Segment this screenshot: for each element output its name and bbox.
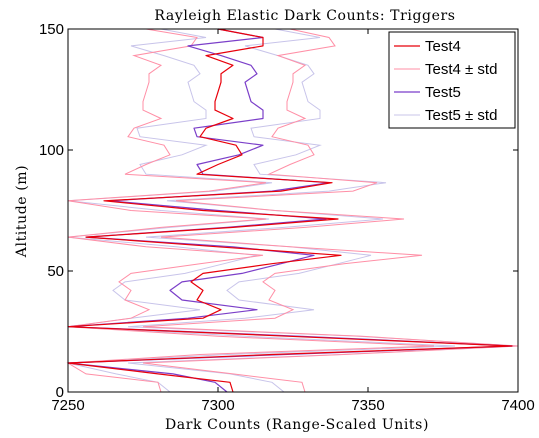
y-tick-label: 100 bbox=[39, 142, 64, 159]
series-test4-std-lower-line bbox=[66, 28, 435, 393]
y-axis-label: Altitude (m) bbox=[14, 165, 30, 258]
legend-box bbox=[388, 31, 516, 129]
axes-frame bbox=[67, 28, 519, 393]
plot-area: 7250 7300 7350 7400 0 50 100 150 bbox=[39, 21, 535, 414]
legend-label-test5-std: Test5 ± std bbox=[425, 107, 497, 124]
chart-title: Rayleigh Elastic Dark Counts: Triggers bbox=[154, 8, 455, 24]
legend-label-test4-std: Test4 ± std bbox=[425, 61, 497, 78]
legend-label-test4: Test4 bbox=[425, 38, 461, 55]
x-axis-label: Dark Counts (Range-Scaled Units) bbox=[165, 417, 429, 433]
x-tick-label: 7400 bbox=[501, 397, 534, 414]
legend: Test4 Test4 ± std Test5 Test5 ± std bbox=[388, 31, 516, 129]
series-test4-line bbox=[67, 28, 513, 393]
y-tick-label: 150 bbox=[39, 21, 64, 38]
x-tick-label: 7300 bbox=[201, 397, 234, 414]
x-tick-label: 7350 bbox=[351, 397, 384, 414]
y-tick-label: 0 bbox=[56, 384, 64, 401]
y-tick-label: 50 bbox=[47, 263, 64, 280]
x-tick-label: 7250 bbox=[51, 397, 84, 414]
series-test4-std-upper-line bbox=[142, 28, 519, 393]
series-test5-std-lower-line bbox=[67, 28, 456, 393]
legend-label-test5: Test5 bbox=[425, 84, 461, 101]
